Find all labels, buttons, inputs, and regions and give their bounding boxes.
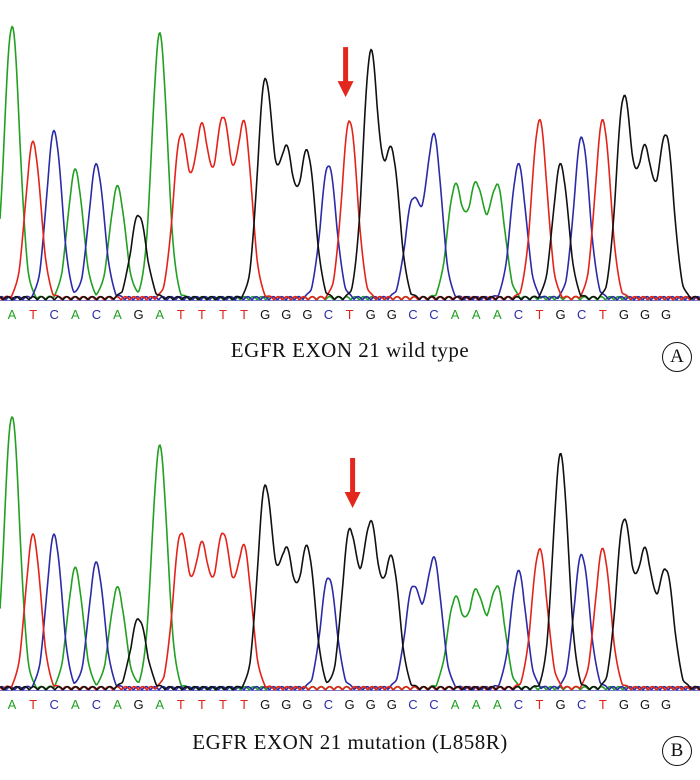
base-call-letter: T: [219, 697, 227, 712]
base-call-letter: C: [514, 697, 523, 712]
base-call-letter: C: [50, 307, 59, 322]
base-call-letter: A: [155, 697, 164, 712]
mutation-arrow-icon: [344, 458, 361, 508]
base-call-letter: G: [302, 307, 312, 322]
caption-a: EGFR EXON 21 wild type: [230, 338, 470, 362]
base-call-letter: T: [536, 307, 544, 322]
panel-label-a: A: [662, 342, 692, 372]
trace-A: [0, 25, 700, 301]
base-call-letter: C: [429, 307, 438, 322]
base-call-letter: G: [619, 307, 629, 322]
base-call-letter: G: [387, 697, 397, 712]
base-call-letter: G: [260, 307, 270, 322]
base-call-letter: G: [281, 697, 291, 712]
base-call-letter: G: [661, 307, 671, 322]
base-call-letter: T: [177, 697, 185, 712]
base-call-letter: G: [134, 697, 144, 712]
base-call-letter: G: [619, 697, 629, 712]
base-call-letter: T: [346, 307, 354, 322]
base-call-letter: C: [408, 697, 417, 712]
base-call-letter: G: [556, 307, 566, 322]
base-call-letter: T: [219, 307, 227, 322]
mutation-arrow-icon: [337, 47, 354, 98]
base-call-letter: G: [556, 697, 566, 712]
base-call-letter: C: [408, 307, 417, 322]
base-call-letter: G: [640, 697, 650, 712]
base-call-letter: C: [429, 697, 438, 712]
base-call-letter: T: [29, 697, 37, 712]
trace-G: [0, 452, 700, 691]
base-call-letter: C: [577, 697, 586, 712]
base-call-letter: C: [577, 307, 586, 322]
base-call-letter: A: [472, 697, 481, 712]
base-call-letter: T: [599, 697, 607, 712]
base-call-letter: T: [599, 307, 607, 322]
base-call-letter: A: [451, 697, 460, 712]
base-call-letter: A: [113, 697, 122, 712]
base-call-letter: G: [281, 307, 291, 322]
base-call-letter: T: [198, 307, 206, 322]
base-call-letter: C: [324, 307, 333, 322]
base-call-letter: G: [387, 307, 397, 322]
base-call-letter: G: [640, 307, 650, 322]
base-call-letter: G: [366, 307, 376, 322]
base-call-letter: T: [536, 697, 544, 712]
base-call-letter: A: [451, 307, 460, 322]
base-call-letter: C: [92, 697, 101, 712]
base-call-letter: A: [8, 307, 17, 322]
base-call-letter: A: [155, 307, 164, 322]
base-call-letter: G: [134, 307, 144, 322]
base-call-letter: A: [71, 697, 80, 712]
trace-G: [0, 48, 700, 301]
base-call-letter: C: [324, 697, 333, 712]
base-call-letter: T: [198, 697, 206, 712]
base-call-letter: A: [113, 307, 122, 322]
caption-b: EGFR EXON 21 mutation (L858R): [192, 730, 508, 754]
base-call-letter: A: [493, 697, 502, 712]
base-call-letter: T: [240, 697, 248, 712]
panel-label-b: B: [662, 736, 692, 766]
trace-A: [0, 416, 700, 691]
base-call-letter: A: [493, 307, 502, 322]
base-call-letter: T: [29, 307, 37, 322]
base-call-letter: T: [240, 307, 248, 322]
base-call-letter: T: [177, 307, 185, 322]
base-call-letter: G: [260, 697, 270, 712]
base-call-letter: G: [345, 697, 355, 712]
base-call-letter: A: [71, 307, 80, 322]
base-call-letter: C: [92, 307, 101, 322]
base-call-letter: A: [472, 307, 481, 322]
base-call-letter: A: [8, 697, 17, 712]
base-call-letter: G: [302, 697, 312, 712]
base-call-letter: G: [661, 697, 671, 712]
base-call-letter: G: [366, 697, 376, 712]
base-call-letter: C: [514, 307, 523, 322]
base-call-letter: C: [50, 697, 59, 712]
